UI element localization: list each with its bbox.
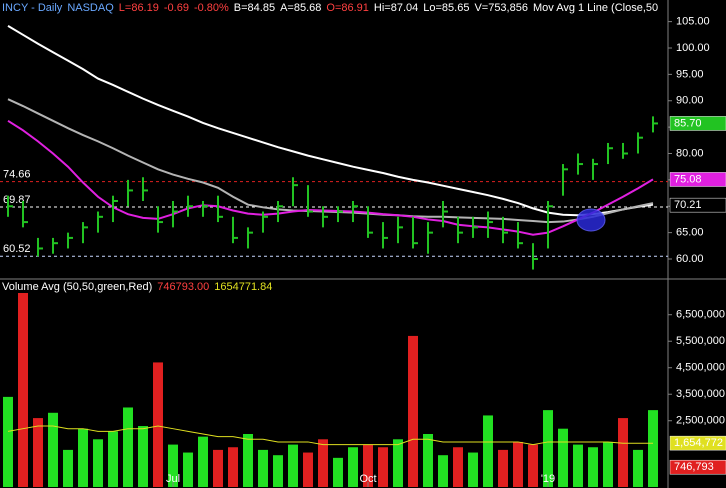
volume-bar <box>18 290 28 487</box>
moving-average <box>7 24 654 217</box>
volume-bar <box>408 335 418 487</box>
volume-bar <box>438 455 448 487</box>
volume-bar <box>183 452 193 487</box>
volume-bar <box>483 415 493 487</box>
level-label: 74.66 <box>3 169 31 181</box>
volume-title: Volume Avg (50,50,green,Red) <box>2 281 153 293</box>
volume-bar <box>228 447 238 487</box>
volume-bar <box>78 428 88 487</box>
volume-bar <box>198 436 208 487</box>
x-tick-label: '19 <box>541 473 555 485</box>
volume-bar <box>558 428 568 487</box>
y-tick-label: 90.00 <box>676 95 704 107</box>
volume-bar <box>138 426 148 487</box>
volume-bar <box>243 433 253 487</box>
y-tick-label: 2,500,000 <box>676 415 725 427</box>
price-flag <box>669 172 726 187</box>
volume-bar <box>618 418 628 487</box>
price-flag <box>669 116 726 131</box>
volume-bar <box>603 441 613 487</box>
volume-bar <box>393 439 403 487</box>
volume-bar <box>453 447 463 487</box>
y-tick-label: 60.00 <box>676 253 704 265</box>
x-tick-label: Oct <box>359 473 376 485</box>
flag-label: 85.70 <box>674 117 702 129</box>
high: Hi=87.04 <box>373 2 419 14</box>
flag-label: 746,793 <box>674 461 714 473</box>
price-header: INCY - Daily NASDAQ L=86.19 -0.69 -0.80%… <box>2 2 659 14</box>
volume-bar <box>63 449 73 487</box>
volume-bar <box>498 449 508 487</box>
moving-average <box>7 98 654 224</box>
volume-bar <box>93 439 103 487</box>
volume-bar <box>363 444 373 487</box>
last: L=86.19 <box>118 2 159 14</box>
last-volume: 746793.00 <box>157 281 210 293</box>
y-tick-label: 6,500,000 <box>676 309 725 321</box>
change-pct: -0.80% <box>193 2 229 14</box>
avg-volume: 1654771.84 <box>214 281 273 293</box>
volume-bar <box>258 449 268 487</box>
volume-bar <box>648 410 658 487</box>
change: -0.69 <box>163 2 189 14</box>
volume-bar <box>333 457 343 487</box>
volume: V=753,856 <box>474 2 528 14</box>
volume-bar <box>273 455 283 487</box>
volume-bar <box>213 449 223 487</box>
volume-bar <box>543 410 553 487</box>
price-flag <box>669 435 726 451</box>
volume-bar <box>108 431 118 487</box>
symbol: INCY - Daily <box>2 2 63 14</box>
level-label: 60.52 <box>3 243 31 255</box>
y-tick-label: 3,500,000 <box>676 388 725 400</box>
annotation-circle <box>576 208 606 232</box>
volume-bar <box>303 452 313 487</box>
volume-bar <box>168 444 178 487</box>
price-flag <box>669 459 726 475</box>
y-tick-label: 105.00 <box>676 16 710 28</box>
y-tick-label: 80.00 <box>676 147 704 159</box>
open: O=86.91 <box>326 2 369 14</box>
volume-bar <box>288 444 298 487</box>
volume-bar <box>123 407 133 487</box>
volume-bar <box>573 444 583 487</box>
volume-bar <box>48 412 58 487</box>
volume-bar <box>3 396 13 487</box>
volume-bar <box>588 447 598 487</box>
exchange: NASDAQ <box>67 2 114 14</box>
volume-header: Volume Avg (50,50,green,Red) 746793.00 1… <box>2 281 273 293</box>
volume-bar <box>318 439 328 487</box>
low: Lo=85.65 <box>423 2 470 14</box>
bid: B=84.85 <box>233 2 276 14</box>
volume-bar <box>528 444 538 487</box>
volume-bar <box>633 449 643 487</box>
moving-average <box>7 119 654 236</box>
volume-average <box>7 425 653 446</box>
flag-label: 1,654,772 <box>674 437 723 449</box>
y-tick-label: 4,500,000 <box>676 362 725 374</box>
volume-bar <box>513 441 523 487</box>
y-tick-label: 5,500,000 <box>676 335 725 347</box>
volume-bar <box>348 447 358 487</box>
study: Mov Avg 1 Line (Close,50 <box>532 2 659 14</box>
volume-bar <box>153 362 163 487</box>
y-tick-label: 95.00 <box>676 68 704 80</box>
y-tick-label: 100.00 <box>676 42 710 54</box>
y-tick-label: 65.00 <box>676 227 704 239</box>
volume-bar <box>423 433 433 487</box>
volume-bar <box>378 447 388 487</box>
volume-bar <box>468 452 478 487</box>
x-tick-label: Jul <box>166 473 180 485</box>
flag-label: 75.08 <box>674 173 702 185</box>
flag-label: 70.21 <box>674 199 702 211</box>
price-flag <box>669 197 726 213</box>
ask: A=85.68 <box>280 2 322 14</box>
volume-bar <box>33 418 43 487</box>
